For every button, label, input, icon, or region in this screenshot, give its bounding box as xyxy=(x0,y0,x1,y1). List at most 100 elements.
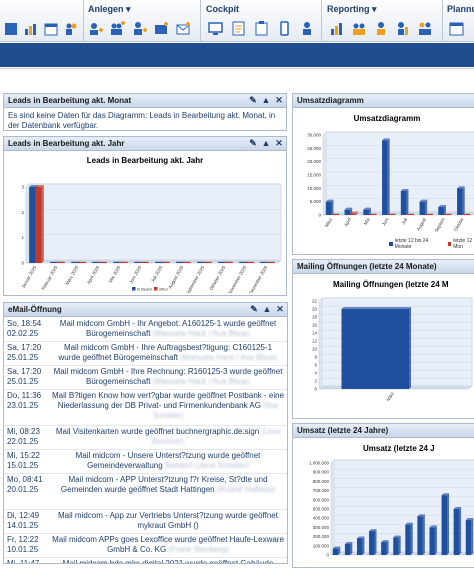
people-report-icon[interactable] xyxy=(351,20,368,37)
bar-top xyxy=(341,307,411,309)
email-subject[interactable]: Mail Visitenkarten wurde geöffnet buchne… xyxy=(52,427,284,447)
email-subject[interactable]: Mail midcom GmbH - Ihre Rechnung: R16012… xyxy=(52,367,284,387)
plot-floor xyxy=(323,212,474,215)
y-tick-label: 12 xyxy=(312,339,318,344)
bar xyxy=(119,261,128,263)
leads-year-chart: 0 1 2 3 Januar 2025 Februar 2025 März 2025 Apri… xyxy=(21,183,282,296)
form-icon[interactable] xyxy=(230,20,247,37)
y-tick-label: 800.000 xyxy=(313,479,330,484)
collapse-icon[interactable]: ▲ xyxy=(261,95,271,105)
calendar-icon[interactable] xyxy=(42,20,59,37)
wrench-icon[interactable]: ✎ xyxy=(250,304,258,314)
bar-top xyxy=(381,540,389,543)
bar xyxy=(331,213,340,215)
add-folder-icon[interactable] xyxy=(153,20,170,37)
close-icon[interactable]: ✕ xyxy=(275,138,283,148)
bar-top xyxy=(453,507,462,509)
email-subject[interactable]: Mail midcom - App zur Vertriebs Unterst?… xyxy=(52,511,284,531)
mailing-panel: Mailing Öffnungen (letzte 24 Monate) Mai… xyxy=(292,259,474,419)
bar-top xyxy=(405,522,413,525)
bar-chart-icon[interactable] xyxy=(329,20,346,37)
close-icon[interactable]: ✕ xyxy=(275,95,283,105)
x-tick-label: Juli xyxy=(401,217,409,225)
clipboard-icon[interactable] xyxy=(253,20,270,37)
email-row[interactable]: Di, 12:49 14.01.25 Mail midcom - App zur V… xyxy=(4,510,287,534)
person-icon[interactable] xyxy=(299,20,316,37)
bar xyxy=(332,548,339,555)
monitor-icon[interactable] xyxy=(207,20,224,37)
chart-icon[interactable] xyxy=(22,20,39,37)
x-tick-label: Mai 2025 xyxy=(108,265,122,284)
bar xyxy=(35,187,42,263)
bar-side xyxy=(331,199,334,215)
email-contact: (Manuela Hack / Ava Bhue) xyxy=(152,329,250,338)
email-row[interactable]: Mi, 11:4708.01.25 Mail midcom bde mks dig… xyxy=(4,558,287,564)
wrench-icon[interactable]: ✎ xyxy=(249,95,257,105)
ribbon-group-reporting: Reporting ▾ xyxy=(323,0,443,42)
email-row[interactable]: Mi, 08:23 22.01.25 Mail Visitenkarten wurd… xyxy=(4,426,287,450)
email-subject[interactable]: Mail midcom - Unsere Unterst?tzung wurde… xyxy=(52,451,284,471)
email-row[interactable]: Sa, 17:20 25.01.25 Mail midcom GmbH - Ihre… xyxy=(4,342,287,366)
blue-square-icon[interactable] xyxy=(2,20,19,37)
email-date: Di, 12:49 14.01.25 xyxy=(7,511,51,531)
bar xyxy=(341,309,409,389)
email-subject-line: Mail midcom - Unsere Unterst?tzung wurde… xyxy=(75,451,261,460)
email-subject-line: Mail midcom bde mks digital 2021 wurde g… xyxy=(62,559,241,564)
bar-top xyxy=(429,525,437,528)
x-tick-label: Dezember 2025 xyxy=(248,265,269,293)
ribbon-title-anlegen-label: Anlegen xyxy=(88,4,124,14)
legend-swatch xyxy=(132,287,136,291)
add-mail-icon[interactable] xyxy=(175,20,192,37)
people-icon[interactable] xyxy=(62,20,79,37)
panel-title: Umsatzdiagramm xyxy=(297,96,364,105)
close-icon[interactable]: ✕ xyxy=(276,304,284,314)
group-report-icon[interactable] xyxy=(417,20,434,37)
ribbon-title-cockpit[interactable]: Cockpit xyxy=(206,4,239,14)
bar xyxy=(356,538,363,555)
x-tick-label: März xyxy=(324,216,334,228)
bar-top xyxy=(465,518,474,521)
email-subject[interactable]: Mail midcom - APP Unterst?tzung f?r Krei… xyxy=(52,475,284,495)
email-subject-line: Mail Visitenkarten wurde geöffnet xyxy=(55,427,177,436)
bar xyxy=(425,213,433,215)
email-subject[interactable]: Mail midcom bde mks digital 2021 wurde g… xyxy=(52,559,284,564)
bar xyxy=(419,201,426,215)
email-row[interactable]: So, 18:54 02.02.25 Mail midcom GmbH - Ihr … xyxy=(4,318,287,342)
email-row[interactable]: Mi, 15:22 15.01.25 Mail midcom - Unsere Un… xyxy=(4,450,287,474)
email-row[interactable]: Fr, 12:22 10.01.25 Mail midcom APPs goes L… xyxy=(4,534,287,558)
calendar-icon[interactable] xyxy=(448,20,465,37)
email-subject[interactable]: Mail midcom GmbH - Ihr Angebot: A160125-… xyxy=(52,319,284,339)
email-subject[interactable]: Mail midcom GmbH - Ihre Auftragsbest?tig… xyxy=(52,343,284,363)
bar xyxy=(387,213,396,215)
email-subject[interactable]: Mail B?tigen Know how vert?gbar wurde ge… xyxy=(52,391,284,421)
person-report-icon[interactable] xyxy=(373,20,390,37)
phone-icon[interactable] xyxy=(276,20,293,37)
email-subject-line: Mail B?tigen Know how vert?gbar wurde ge… xyxy=(52,391,229,400)
umsatz-chart: 0 5.000 10.000 15.000 20.000 25.000 30.000 März… xyxy=(307,131,474,233)
add-person-icon[interactable] xyxy=(131,20,148,37)
ribbon-title-reporting[interactable]: Reporting ▾ xyxy=(327,4,377,15)
wrench-icon[interactable]: ✎ xyxy=(249,138,257,148)
email-subject[interactable]: Mail midcom APPs goes Lexoffice wurde ge… xyxy=(52,535,284,555)
collapse-icon[interactable]: ▲ xyxy=(261,138,271,148)
email-contact: Bendorf (Jana Scheller) xyxy=(164,461,249,470)
x-tick-label: Mai xyxy=(363,217,371,226)
bar xyxy=(369,531,375,555)
bar-side xyxy=(355,211,358,215)
email-row[interactable]: Mo, 08:41 20.01.25 Mail midcom - APP Unter… xyxy=(4,474,287,510)
add-group-icon[interactable] xyxy=(109,20,126,37)
person-chart-icon[interactable] xyxy=(395,20,412,37)
ribbon-title-planung[interactable]: Plannun xyxy=(447,4,474,14)
x-tick-label: August xyxy=(416,216,428,231)
add-user-icon[interactable] xyxy=(87,20,104,37)
y-tick-label: 0 xyxy=(21,261,24,266)
bar xyxy=(266,261,275,263)
panel-title: Leads in Bearbeitung akt. Monat xyxy=(8,96,132,105)
bar xyxy=(113,261,122,263)
bar xyxy=(98,261,107,263)
email-subject-line: Mail midcom GmbH - Ihre Rechnung: R16012… xyxy=(53,367,283,376)
email-row[interactable]: Sa, 17:20 25.01.25 Mail midcom GmbH - Ihre… xyxy=(4,366,287,390)
email-row[interactable]: Do, 11:36 23.01.25 Mail B?tigen Know how v… xyxy=(4,390,287,426)
ribbon-title-anlegen[interactable]: Anlegen ▾ xyxy=(88,4,131,15)
collapse-icon[interactable]: ▲ xyxy=(262,304,272,314)
